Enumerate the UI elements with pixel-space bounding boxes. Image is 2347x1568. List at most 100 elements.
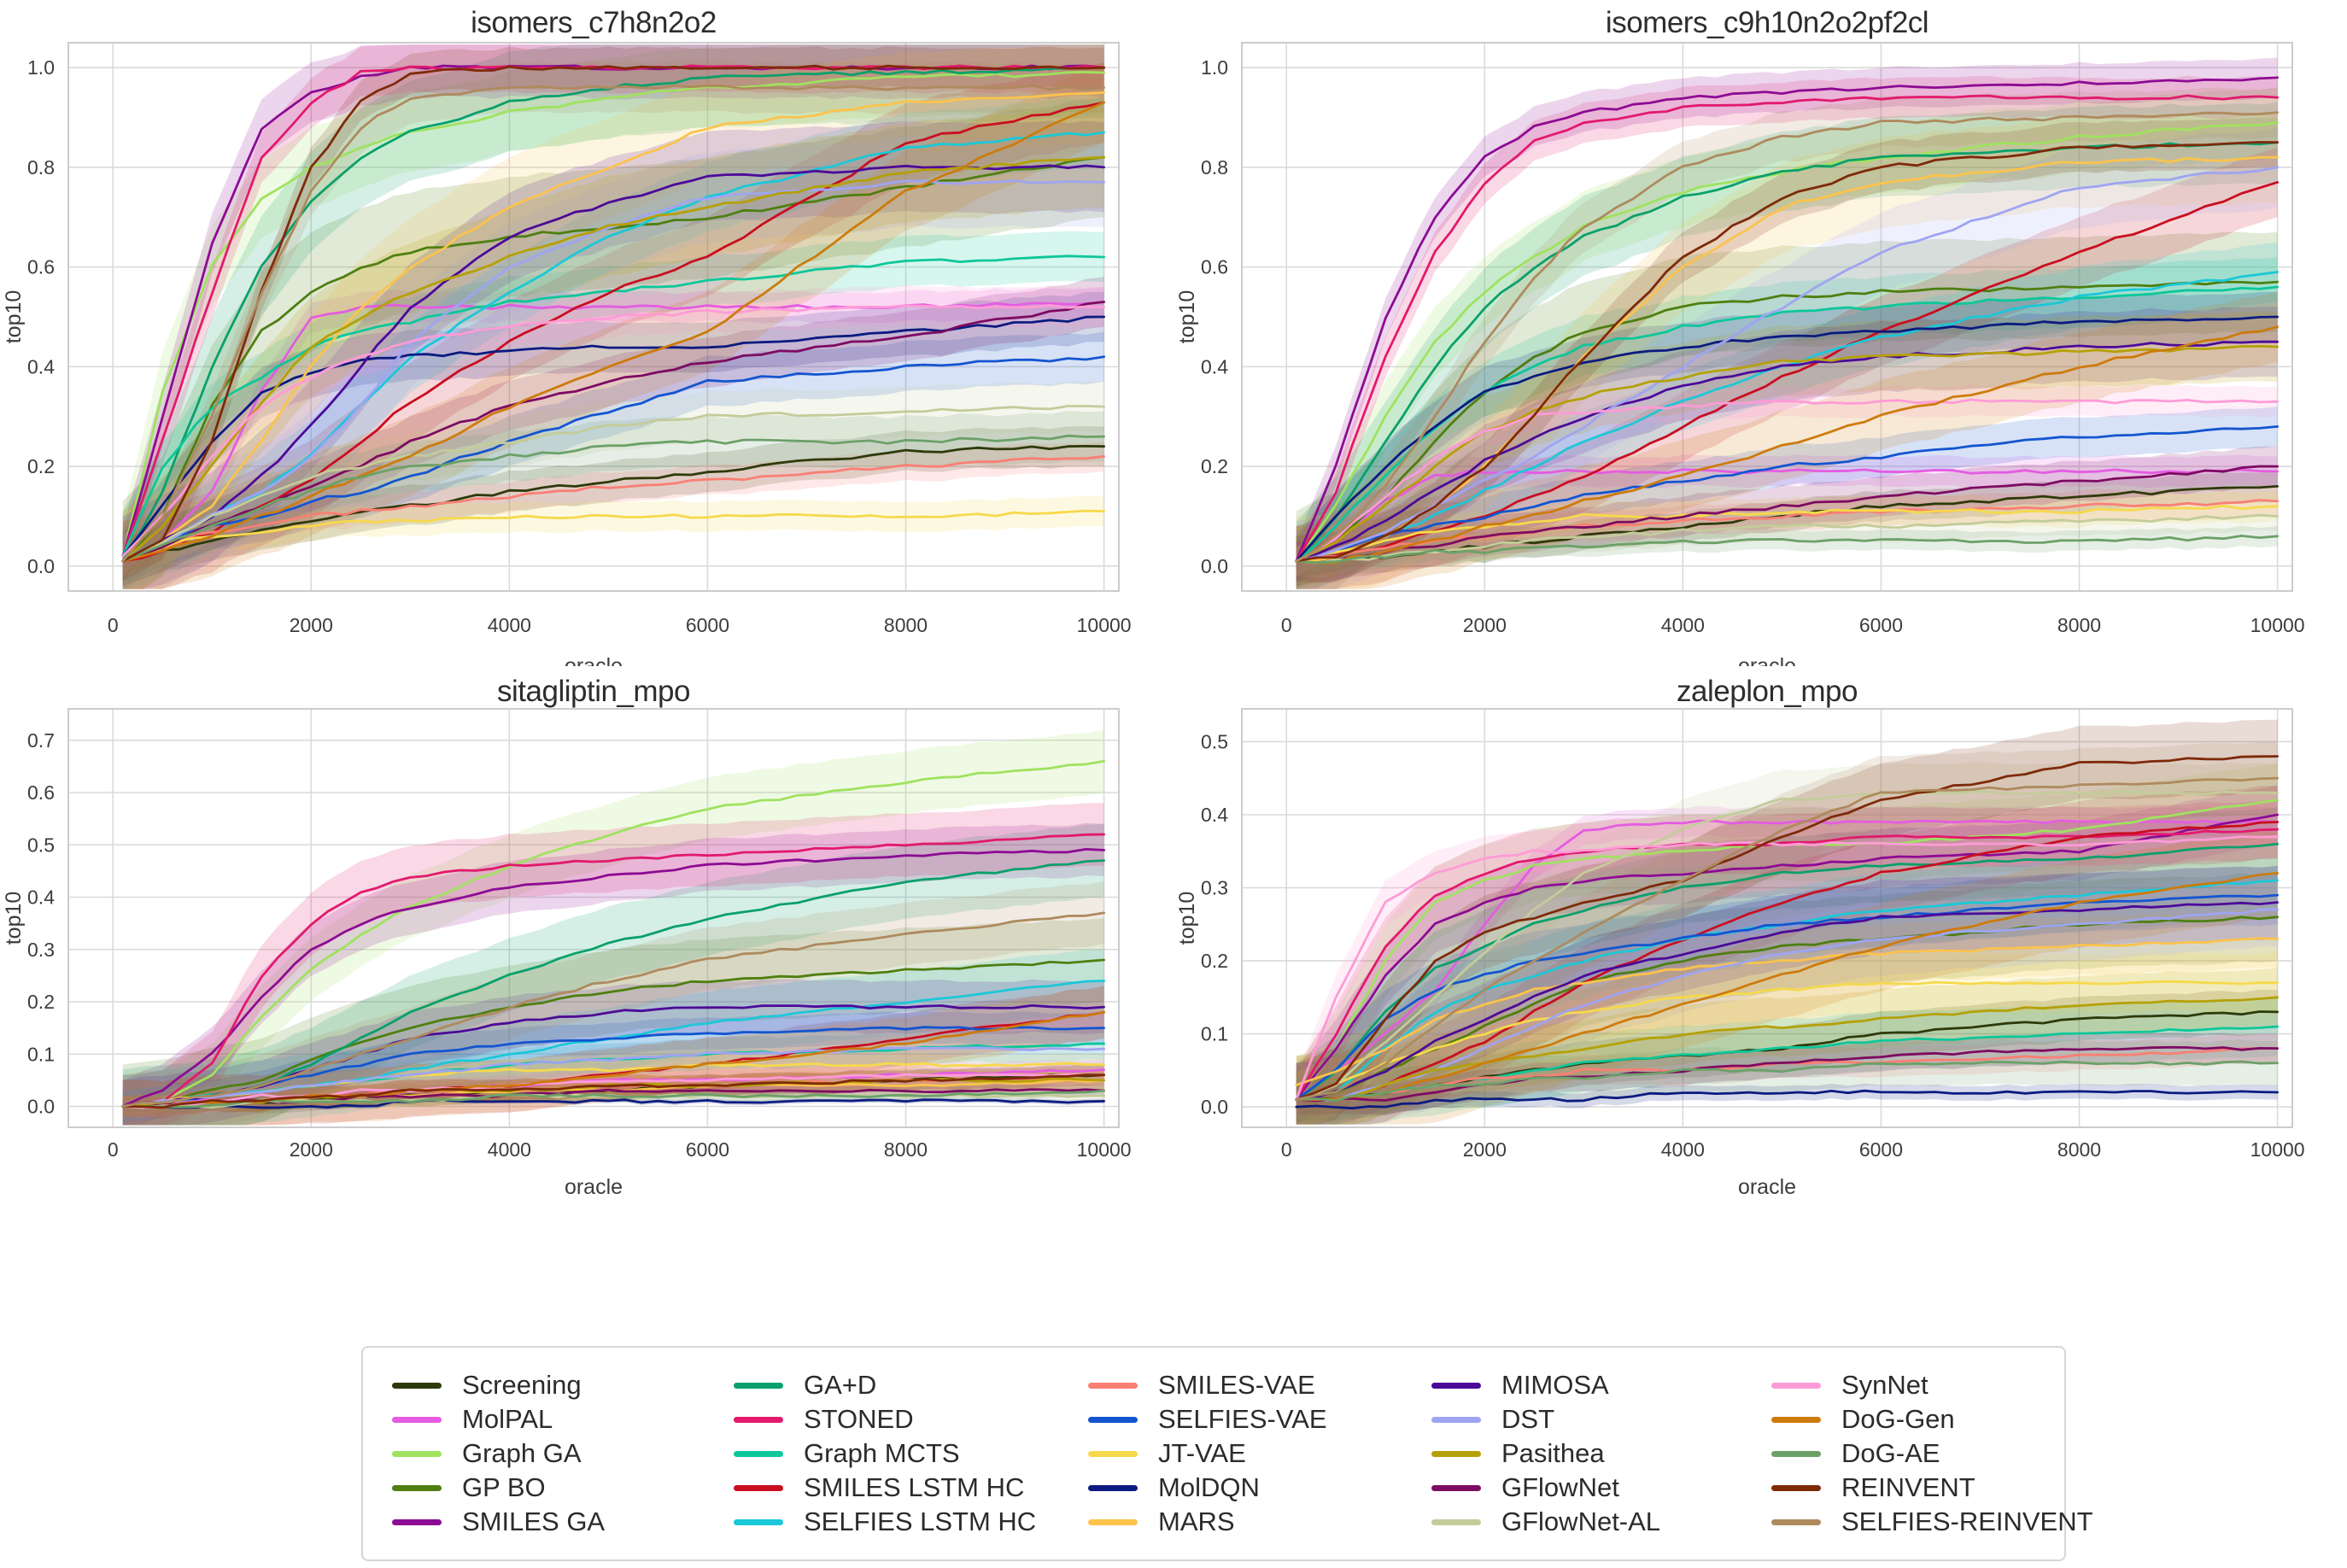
series-band-graph-ga: [122, 729, 1104, 1126]
legend-column-4: MIMOSA DST Pasithea GFlowNet GFlowNet-AL: [1431, 1368, 1771, 1539]
legend-line-swatch: [1771, 1382, 1821, 1389]
y-tick-label: 0.4: [27, 355, 55, 377]
x-tick-label: 10000: [1077, 1138, 1132, 1161]
legend-line-swatch: [392, 1484, 442, 1491]
legend-label: REINVENT: [1841, 1472, 1975, 1502]
series-band-smiles-ga: [1296, 785, 2278, 1125]
series-line-ga-d: [121, 66, 1105, 563]
series-band-gp-bo: [1296, 231, 2278, 589]
x-tick-label: 6000: [686, 614, 729, 636]
x-tick-label: 6000: [1859, 614, 1903, 636]
series-line-selfies-reinvent: [121, 911, 1105, 1108]
series-band-selfies-lstm-hc: [1296, 242, 2278, 589]
legend-item-screening: Screening: [392, 1368, 734, 1402]
series-line-graph-ga: [121, 71, 1105, 558]
series-band-moldqn: [122, 291, 1104, 582]
legend-item-mimosa: MIMOSA: [1431, 1368, 1771, 1402]
legend-label: JT-VAE: [1158, 1438, 1246, 1468]
x-tick-label: 10000: [2250, 1138, 2305, 1161]
series-line-selfies-reinvent: [1295, 111, 2279, 563]
legend-item-graph-mcts: Graph MCTS: [734, 1436, 1088, 1471]
legend-line-swatch: [1088, 1382, 1138, 1389]
y-axis-label: top10: [2, 892, 26, 945]
series-line-mimosa: [121, 164, 1105, 563]
series-line-selfies-reinvent: [1295, 776, 2279, 1101]
y-tick-label: 0.1: [27, 1043, 55, 1065]
legend-line-swatch: [734, 1416, 783, 1423]
legend-line-swatch: [392, 1382, 442, 1389]
legend-line-swatch: [734, 1484, 783, 1491]
legend-column-1: Screening MolPAL Graph GA GP BO SMILES GA: [392, 1368, 734, 1539]
y-tick-label: 0.6: [27, 256, 55, 278]
series-band-mimosa: [1296, 865, 2278, 1125]
series-line-gp-bo: [121, 958, 1105, 1108]
series-line-synnet: [121, 304, 1105, 558]
legend-column-2: GA+D STONED Graph MCTS SMILES LSTM HC SELFIE…: [734, 1368, 1088, 1539]
series-line-dst: [121, 1046, 1105, 1108]
series-line-dog-gen: [121, 101, 1105, 563]
legend-item-stoned: STONED: [734, 1402, 1088, 1436]
plot-border: [1241, 708, 2293, 1128]
series-line-selfies-lstm-hc: [121, 131, 1105, 563]
series-band-selfies-vae: [1296, 407, 2278, 582]
chart-title: isomers_c9h10n2o2pf2cl: [1606, 6, 1929, 39]
legend-line-swatch: [392, 1450, 442, 1457]
chart-svg: 0 2000 4000 6000 8000 10000 0.0 0.2 0.4 0.6 0.8 1.0…: [2, 6, 1132, 666]
legend-line-swatch: [392, 1518, 442, 1525]
legend-item-selfies-reinvent: SELFIES-REINVENT: [1771, 1505, 2093, 1539]
chart-isomers-c7h8n2o2: 0 2000 4000 6000 8000 10000 0.0 0.2 0.4 0.6 0.8 1.0…: [0, 0, 1174, 666]
x-tick-label: 2000: [1463, 1138, 1507, 1161]
y-tick-label: 0.4: [1201, 804, 1228, 826]
series-line-smiles-vae: [121, 455, 1105, 563]
chart-svg: 0 2000 4000 6000 8000 10000 0.0 0.2 0.4 0.6 0.8 1.0…: [1175, 6, 2305, 666]
legend-label: SMILES-VAE: [1158, 1370, 1315, 1400]
legend-item-moldqn: MolDQN: [1088, 1471, 1431, 1505]
series-band-graph-ga: [122, 44, 1104, 589]
y-tick-label: 0.4: [1201, 355, 1228, 377]
chart-title: sitagliptin_mpo: [497, 675, 690, 708]
legend-line-swatch: [1431, 1382, 1481, 1389]
series-band-gp-bo: [122, 97, 1104, 589]
series-line-stoned: [1295, 94, 2279, 563]
series-band-mimosa: [122, 979, 1104, 1126]
series-band-selfies-lstm-hc: [1296, 844, 2278, 1125]
series-band-gflownet: [1296, 1033, 2278, 1115]
series-band-graph-ga: [1296, 87, 2278, 589]
series-line-mimosa: [1295, 340, 2279, 563]
legend-label: DoG-Gen: [1841, 1404, 1955, 1434]
x-tick-label: 0: [1281, 614, 1292, 636]
series-line-reinvent: [1295, 141, 2279, 563]
series-band-smiles-vae: [122, 441, 1104, 576]
legend-label: GFlowNet: [1501, 1472, 1619, 1502]
plot-border: [67, 42, 1120, 592]
series-line-moldqn: [1295, 1089, 2279, 1110]
x-tick-label: 6000: [1859, 1138, 1903, 1161]
legend-line-swatch: [734, 1382, 783, 1389]
series-band-dst: [1296, 873, 2278, 1125]
series-line-gflownet-al: [1295, 513, 2279, 565]
legend-label: SELFIES-VAE: [1158, 1404, 1327, 1434]
legend-item-smiles-vae: SMILES-VAE: [1088, 1368, 1431, 1402]
series-band-stoned: [122, 803, 1104, 1126]
series-band-molpal: [122, 287, 1104, 576]
series-line-jt-vae: [121, 509, 1105, 563]
chart-svg: 0 2000 4000 6000 8000 10000 0.0 0.1 0.2 0.3 0.4 0.5…: [1175, 675, 2305, 1199]
series-line-gflownet: [121, 301, 1105, 563]
series-line-jt-vae: [1295, 504, 2279, 563]
series-band-graph-mcts: [1296, 997, 2278, 1125]
x-tick-label: 0: [108, 614, 119, 636]
legend-line-swatch: [1771, 1416, 1821, 1423]
plot-border: [1241, 42, 2293, 592]
series-line-mimosa: [1295, 901, 2279, 1101]
legend-label: MIMOSA: [1501, 1370, 1609, 1400]
chart-svg: 0 2000 4000 6000 8000 10000 0.0 0.1 0.2 0.3 0.4 0.5…: [2, 675, 1132, 1199]
legend-label: Graph MCTS: [804, 1438, 960, 1468]
legend-line-swatch: [1431, 1450, 1481, 1457]
series-line-mars: [1295, 937, 2279, 1086]
x-tick-label: 2000: [290, 614, 333, 636]
legend-label: MolPAL: [462, 1404, 553, 1434]
series-line-jt-vae: [1295, 980, 2279, 1101]
legend-label: SELFIES-REINVENT: [1841, 1507, 2093, 1536]
series-line-reinvent: [121, 64, 1105, 563]
legend-line-swatch: [1771, 1450, 1821, 1457]
